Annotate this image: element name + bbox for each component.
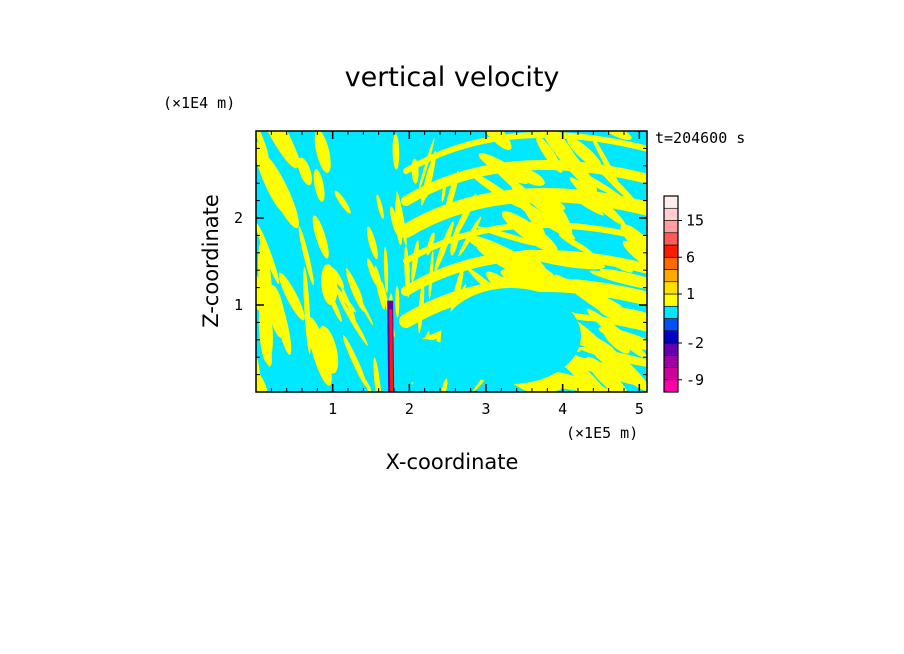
velocity-band <box>566 137 603 170</box>
velocity-band <box>318 326 339 374</box>
chart-title: vertical velocity <box>345 62 560 93</box>
velocity-band <box>558 234 594 255</box>
x-tick-label: 5 <box>635 400 644 418</box>
y-tick-label: 1 <box>234 296 243 314</box>
velocity-band <box>256 131 269 158</box>
velocity-band <box>418 138 435 192</box>
velocity-band <box>390 206 399 236</box>
x-tick-label: 4 <box>558 400 567 418</box>
velocity-band <box>334 190 351 214</box>
colorbar-label: -2 <box>686 334 704 352</box>
velocity-band <box>298 226 314 286</box>
y-axis: 12 <box>234 147 647 376</box>
velocity-band <box>386 339 456 383</box>
velocity-field <box>256 131 647 392</box>
colorbar-segment <box>663 195 679 209</box>
velocity-band <box>262 334 272 367</box>
velocity-band <box>434 221 454 272</box>
convective-plume <box>387 300 395 392</box>
colorbar-segment <box>663 256 679 270</box>
velocity-band <box>403 132 647 174</box>
velocity-band <box>258 240 273 323</box>
velocity-band <box>441 288 581 384</box>
colorbar-segment <box>663 330 679 344</box>
colorbar: -9 -2 1 6 15 <box>663 195 704 393</box>
colorbar-label: 1 <box>686 285 695 303</box>
y-unit-label: (×1E4 m) <box>163 94 235 112</box>
colorbar-segment <box>663 354 679 368</box>
colorbar-segment <box>663 305 679 319</box>
velocity-band <box>580 334 620 373</box>
positive-velocity-bands <box>256 131 647 392</box>
velocity-band <box>589 270 647 290</box>
colorbar-segment <box>663 367 679 381</box>
x-tick-label: 3 <box>481 400 490 418</box>
plot-frame <box>255 130 648 393</box>
velocity-band <box>373 357 383 392</box>
x-unit-label: (×1E5 m) <box>566 424 638 442</box>
velocity-band <box>321 264 338 306</box>
x-axis: 1 2 3 4 5 <box>270 131 644 418</box>
velocity-band <box>342 335 368 387</box>
colorbar-segment <box>663 342 679 356</box>
velocity-band <box>585 356 629 392</box>
velocity-band <box>622 240 647 270</box>
velocity-band <box>312 215 329 259</box>
velocity-band <box>399 278 647 328</box>
velocity-band <box>411 239 419 282</box>
colorbar-segment <box>663 232 679 246</box>
colorbar-segment <box>663 379 679 393</box>
velocity-band <box>395 285 400 318</box>
velocity-band <box>314 131 331 173</box>
colorbar-segment <box>663 220 679 234</box>
time-label: t=204600 s <box>655 129 745 147</box>
colorbar-segment <box>663 269 679 283</box>
velocity-band <box>338 296 368 346</box>
velocity-band <box>326 278 356 313</box>
velocity-band <box>256 140 286 213</box>
colorbar-segment <box>663 293 679 307</box>
velocity-band <box>501 211 558 254</box>
velocity-band <box>256 223 280 284</box>
velocity-band <box>353 289 374 326</box>
velocity-band <box>313 169 325 202</box>
velocity-band <box>383 246 389 294</box>
velocity-band <box>374 265 385 310</box>
plume-updraft <box>389 309 394 392</box>
velocity-band <box>298 157 312 186</box>
y-axis-label: Z-coordinate <box>199 194 223 328</box>
velocity-band <box>392 133 400 170</box>
colorbar-label: 15 <box>686 212 704 230</box>
x-tick-label: 1 <box>328 400 337 418</box>
y-tick-label: 2 <box>234 209 243 227</box>
colorbar-label: -9 <box>686 371 704 389</box>
velocity-band <box>440 378 448 392</box>
velocity-band <box>399 188 647 238</box>
velocity-band <box>376 194 384 219</box>
colorbar-segment <box>663 244 679 258</box>
velocity-band <box>366 226 378 260</box>
x-tick-label: 2 <box>405 400 414 418</box>
colorbar-segment <box>663 207 679 221</box>
velocity-band <box>612 375 641 386</box>
colorbar-segment <box>663 318 679 332</box>
velocity-band <box>271 286 292 355</box>
velocity-band <box>401 160 647 206</box>
velocity-band <box>599 306 647 327</box>
colorbar-label: 6 <box>686 248 695 266</box>
velocity-band <box>278 272 305 321</box>
velocity-band <box>278 131 304 175</box>
x-axis-label: X-coordinate <box>386 450 519 474</box>
velocity-band <box>598 327 647 353</box>
velocity-band <box>403 222 647 264</box>
velocity-band <box>478 131 512 151</box>
colorbar-segment <box>663 281 679 295</box>
velocity-band <box>401 250 647 296</box>
velocity-band <box>365 379 375 392</box>
velocity-band <box>307 317 332 386</box>
velocity-band <box>514 167 545 186</box>
velocity-band <box>599 268 647 289</box>
